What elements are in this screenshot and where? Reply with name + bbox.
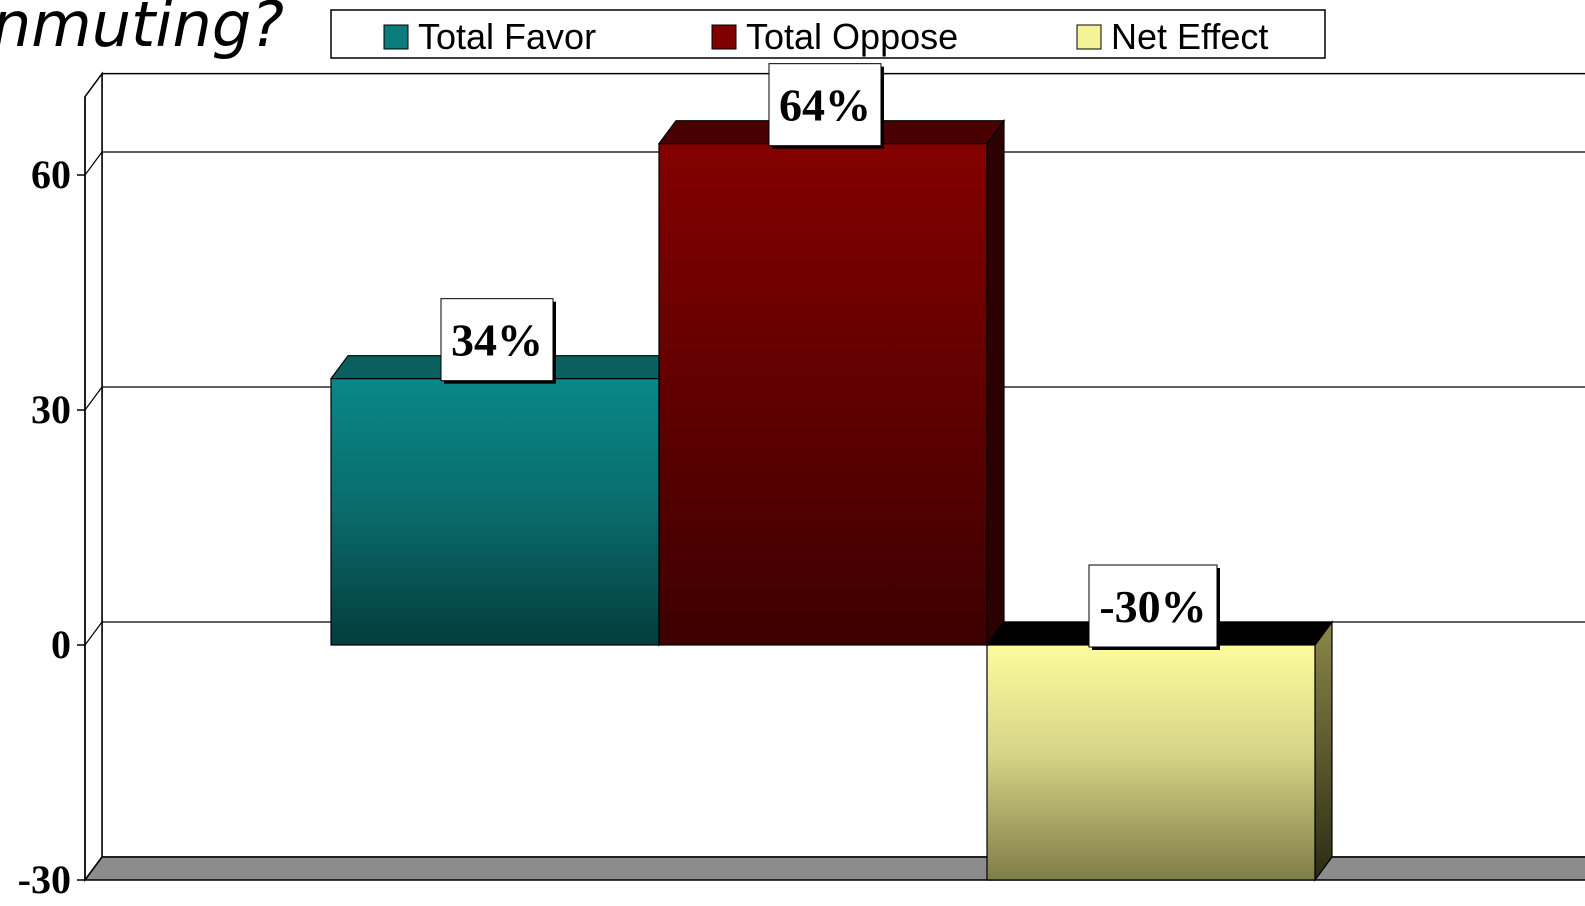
chart-title: nmuting? [0,0,284,61]
y-tick-label: 0 [51,622,71,667]
legend-item-total-oppose: Total Oppose [711,16,958,57]
y-tick-label: -30 [18,857,71,902]
legend: Total Favor Total Oppose Net Effect [330,9,1326,59]
bar-total-favor [330,378,660,646]
gridline-side [84,386,103,411]
y-tick-label: 60 [31,152,71,197]
gridline-side [84,621,103,646]
data-label-box-total-favor [440,298,554,382]
legend-swatch-total-favor [383,24,409,50]
data-label-total-favor: 34% [451,315,543,366]
data-label-net-effect: -30% [1099,581,1206,632]
plot-area: 60 30 0 -30 34% 64% -30% [18,63,1585,902]
data-label-box-total-oppose [768,63,882,147]
gridline-side [84,151,103,176]
legend-box [330,9,1326,59]
y-tick-label: 30 [31,387,71,432]
floor [83,856,1585,881]
legend-label-total-favor: Total Favor [418,16,596,57]
bar-side-net-effect [1314,620,1333,882]
bar-net-effect [986,644,1316,881]
legend-swatch-total-oppose [711,24,737,50]
data-label-box-net-effect [1088,564,1218,648]
legend-item-total-favor: Total Favor [383,16,596,57]
bar-side-total-oppose [986,118,1005,647]
data-label-total-oppose: 64% [779,80,871,131]
legend-label-total-oppose: Total Oppose [746,16,958,57]
legend-swatch-net-effect [1076,24,1102,50]
legend-label-net-effect: Net Effect [1111,16,1268,57]
legend-item-net-effect: Net Effect [1076,16,1268,57]
bar-total-oppose [658,143,988,646]
side-wall [84,71,103,883]
